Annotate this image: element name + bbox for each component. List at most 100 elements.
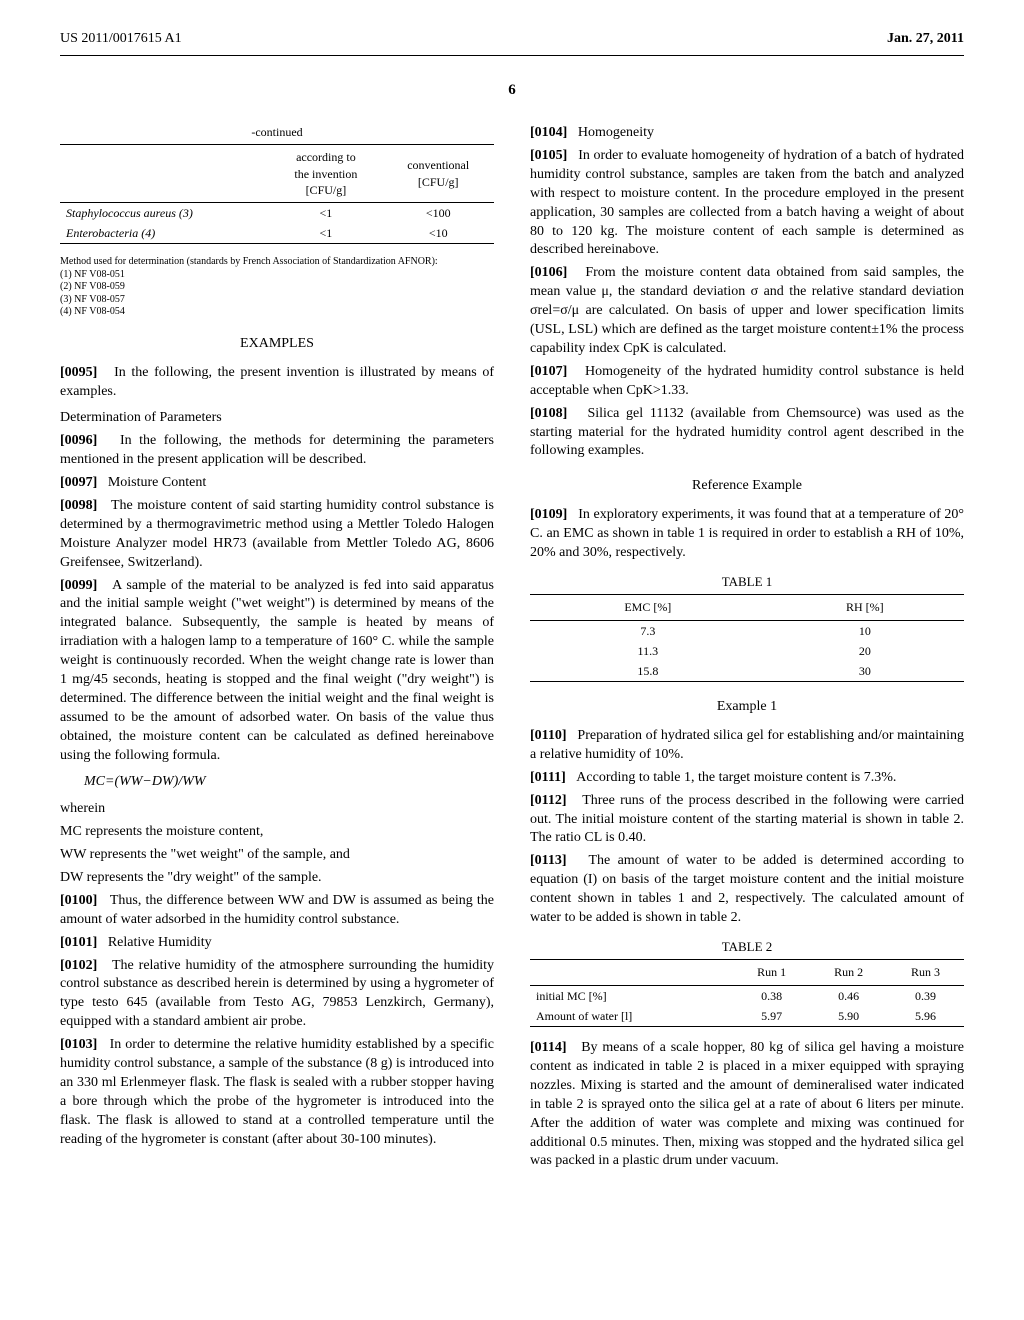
th-invention2: the invention	[294, 167, 357, 181]
para-num: [0099]	[60, 578, 97, 593]
footnote-line: (4) NF V08-054	[60, 306, 125, 317]
cell: 0.39	[887, 985, 964, 1006]
paragraph: [0101] Relative Humidity	[60, 934, 494, 953]
table-footnote: Method used for determination (standards…	[60, 256, 494, 319]
cell: 0.38	[733, 985, 810, 1006]
para-num: [0108]	[530, 406, 567, 421]
definition-line: DW represents the "dry weight" of the sa…	[60, 869, 494, 888]
cell: <10	[382, 223, 494, 244]
th-conv1: conventional	[407, 158, 469, 172]
para-text: A sample of the material to be analyzed …	[60, 578, 494, 763]
para-num: [0097]	[60, 475, 97, 490]
para-num: [0113]	[530, 853, 567, 868]
header-divider	[60, 55, 964, 56]
table-row: initial MC [%] 0.38 0.46 0.39	[530, 985, 964, 1006]
table1-title: TABLE 1	[530, 573, 964, 591]
para-text: In order to evaluate homogeneity of hydr…	[530, 148, 964, 257]
paragraph: [0096] In the following, the methods for…	[60, 432, 494, 470]
th-conv2: [CFU/g]	[418, 175, 459, 189]
para-num: [0098]	[60, 498, 97, 513]
cell: 11.3	[530, 641, 766, 661]
cell: <1	[269, 223, 382, 244]
para-num: [0110]	[530, 728, 567, 743]
th-emc: EMC [%]	[530, 595, 766, 620]
para-num: [0109]	[530, 507, 567, 522]
organism-1: Staphylococcus aureus (3)	[66, 206, 193, 220]
para-text: Thus, the difference between WW and DW i…	[60, 893, 494, 927]
reference-example-heading: Reference Example	[530, 477, 964, 496]
header-right: Jan. 27, 2011	[887, 30, 964, 49]
footnote-line: Method used for determination (standards…	[60, 256, 438, 267]
paragraph: [0103] In order to determine the relativ…	[60, 1036, 494, 1149]
cell: 5.90	[810, 1006, 887, 1027]
cell: 5.96	[887, 1006, 964, 1027]
para-text: Moisture Content	[108, 475, 206, 490]
paragraph: [0106] From the moisture content data ob…	[530, 264, 964, 358]
table-1: EMC [%] RH [%] 7.3 10 11.3 20 15.8 30	[530, 594, 964, 682]
cell: 0.46	[810, 985, 887, 1006]
para-num: [0106]	[530, 265, 567, 280]
th-run2: Run 2	[810, 960, 887, 985]
para-text: Three runs of the process described in t…	[530, 793, 964, 846]
para-text: In the following, the present invention …	[60, 365, 494, 399]
examples-heading: EXAMPLES	[60, 335, 494, 354]
left-column: -continued according to the invention [C…	[60, 124, 494, 1175]
cell: 20	[766, 641, 964, 661]
para-text: According to table 1, the target moistur…	[576, 770, 896, 785]
th-run3: Run 3	[887, 960, 964, 985]
para-text: The relative humidity of the atmosphere …	[60, 958, 494, 1030]
para-text: Homogeneity of the hydrated humidity con…	[530, 364, 964, 398]
header-left: US 2011/0017615 A1	[60, 30, 182, 49]
footnote-line: (2) NF V08-059	[60, 281, 125, 292]
cell: 30	[766, 661, 964, 682]
paragraph: [0105] In order to evaluate homogeneity …	[530, 147, 964, 260]
para-num: [0114]	[530, 1040, 567, 1055]
definition-line: MC represents the moisture content,	[60, 823, 494, 842]
row-label: initial MC [%]	[530, 985, 733, 1006]
page: US 2011/0017615 A1 Jan. 27, 2011 6 -cont…	[0, 0, 1024, 1215]
right-column: [0104] Homogeneity [0105] In order to ev…	[530, 124, 964, 1175]
paragraph: [0112] Three runs of the process describ…	[530, 792, 964, 849]
paragraph: [0114] By means of a scale hopper, 80 kg…	[530, 1039, 964, 1171]
cell: 10	[766, 620, 964, 641]
organism-2: Enterobacteria (4)	[66, 226, 155, 240]
para-text: By means of a scale hopper, 80 kg of sil…	[530, 1040, 964, 1168]
formula: MC=(WW−DW)/WW	[84, 773, 494, 792]
cell: <1	[269, 202, 382, 223]
content-columns: -continued according to the invention [C…	[60, 124, 964, 1175]
footnote-line: (1) NF V08-051	[60, 269, 125, 280]
para-text: In exploratory experiments, it was found…	[530, 507, 964, 560]
paragraph: [0098] The moisture content of said star…	[60, 497, 494, 573]
wherein-line: wherein	[60, 800, 494, 819]
para-num: [0095]	[60, 365, 97, 380]
paragraph: [0107] Homogeneity of the hydrated humid…	[530, 363, 964, 401]
para-num: [0107]	[530, 364, 567, 379]
para-num: [0102]	[60, 958, 97, 973]
para-text: Silica gel 11132 (available from Chemsou…	[530, 406, 964, 459]
th-invention1: according to	[296, 150, 356, 164]
th-invention3: [CFU/g]	[306, 183, 347, 197]
table-2: Run 1 Run 2 Run 3 initial MC [%] 0.38 0.…	[530, 959, 964, 1027]
para-text: Homogeneity	[578, 125, 654, 140]
para-num: [0104]	[530, 125, 567, 140]
table-row: Amount of water [l] 5.97 5.90 5.96	[530, 1006, 964, 1027]
para-num: [0105]	[530, 148, 567, 163]
paragraph: [0111] According to table 1, the target …	[530, 769, 964, 788]
para-text: The moisture content of said starting hu…	[60, 498, 494, 570]
para-text: Preparation of hydrated silica gel for e…	[530, 728, 964, 762]
para-text: Relative Humidity	[108, 935, 212, 950]
table-row: 15.8 30	[530, 661, 964, 682]
para-num: [0112]	[530, 793, 567, 808]
continued-table: according to the invention [CFU/g] conve…	[60, 144, 494, 244]
para-num: [0111]	[530, 770, 566, 785]
th-rh: RH [%]	[766, 595, 964, 620]
para-text: In order to determine the relative humid…	[60, 1037, 494, 1146]
paragraph: [0113] The amount of water to be added i…	[530, 852, 964, 928]
header-row: US 2011/0017615 A1 Jan. 27, 2011	[60, 30, 964, 49]
table-row: Enterobacteria (4) <1 <10	[60, 223, 494, 244]
paragraph: [0099] A sample of the material to be an…	[60, 577, 494, 766]
subsection-heading: Determination of Parameters	[60, 409, 494, 428]
para-text: In the following, the methods for determ…	[60, 433, 494, 467]
paragraph: [0108] Silica gel 11132 (available from …	[530, 405, 964, 462]
para-text: The amount of water to be added is deter…	[530, 853, 964, 925]
